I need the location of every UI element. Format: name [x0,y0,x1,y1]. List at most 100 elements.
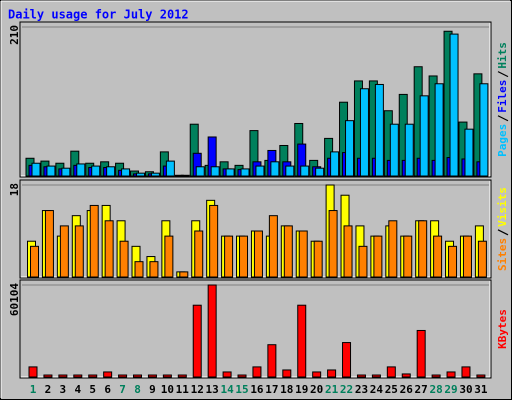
x-tick-label: 21 [325,383,339,396]
bar [342,342,352,378]
x-tick-label: 19 [295,383,308,396]
bar [282,369,292,378]
bar [388,220,398,278]
bar [418,220,428,278]
x-tick-label: 29 [444,383,457,396]
bar [210,166,220,177]
bar [328,210,338,278]
legend-entry: Files [496,80,509,113]
bar [371,374,381,378]
x-tick-label: 16 [250,383,264,396]
bar [162,374,172,378]
bar [313,240,323,278]
x-tick-label: 14 [220,383,234,396]
x-tick-label: 3 [60,383,67,396]
x-tick-label: 27 [415,383,428,396]
bar [297,304,307,378]
bar [30,245,39,278]
bar [147,374,157,378]
bar [104,220,114,278]
legend: Sites Visits [496,187,509,271]
x-tick-label: 18 [280,383,293,396]
bar [43,374,53,378]
bar [61,167,71,177]
bar [207,284,217,378]
x-tick-label: 2 [45,383,52,396]
legend-entry: Pages [496,124,509,157]
bar [28,366,38,378]
x-tick-label: 5 [89,383,96,396]
x-tick-label: 31 [474,383,488,396]
legend-entry: Sites [496,238,509,271]
bar [179,271,189,278]
bar [136,172,146,177]
bar [149,261,159,278]
bar [479,83,489,177]
bar [194,230,204,278]
bar [150,172,160,177]
bar [434,83,444,177]
bar [209,204,219,278]
bar [373,235,383,278]
bar [298,230,308,278]
bar [403,235,413,278]
legend-separator [497,115,509,122]
bar [464,128,474,177]
x-tick-label: 30 [459,383,472,396]
bar [46,165,56,177]
legend-separator [497,71,509,78]
bar [449,33,459,177]
bar [89,204,99,278]
bar [106,166,116,177]
x-tick-label: 25 [385,383,398,396]
legend-entry: Hits [496,42,509,69]
chart-title: Daily usage for July 2012 [8,8,189,22]
bar [343,225,353,278]
bar [252,366,262,378]
bar [358,245,368,278]
bar [253,230,263,278]
bar [121,168,131,177]
x-tick-label: 10 [161,383,174,396]
x-tick-label: 17 [265,383,278,396]
bar [58,374,68,378]
bar [330,151,340,177]
x-tick-label: 4 [74,383,81,396]
bar [91,165,101,177]
bar [73,374,83,378]
y-tick-label: 18 [8,183,21,196]
x-tick-label: 12 [191,383,204,396]
bar [192,304,202,378]
bar [119,240,129,278]
bar [446,371,456,378]
bar [59,225,69,278]
x-tick-label: 6 [104,383,111,396]
bar [448,245,458,278]
legend: Pages Files Hits [496,42,509,157]
bar [401,373,411,378]
bar [374,83,384,177]
y-tick-label: 60104 [8,283,21,316]
x-tick-label: 1 [30,383,37,396]
bar [327,369,337,378]
bar [359,88,369,177]
bar [74,225,84,278]
bar [31,162,41,177]
bar [356,374,366,378]
bar [240,168,250,177]
x-tick-label: 15 [235,383,248,396]
bar [225,168,235,177]
bar [386,366,396,378]
legend-entry: KBytes [496,309,509,349]
bar [224,235,234,278]
bar [461,366,471,378]
bar [237,374,247,378]
bar [76,163,86,177]
bar [404,123,414,177]
bar [118,374,128,378]
bar [44,210,54,278]
legend-entry: Visits [496,187,509,227]
bar [222,371,232,378]
bar [285,165,295,177]
